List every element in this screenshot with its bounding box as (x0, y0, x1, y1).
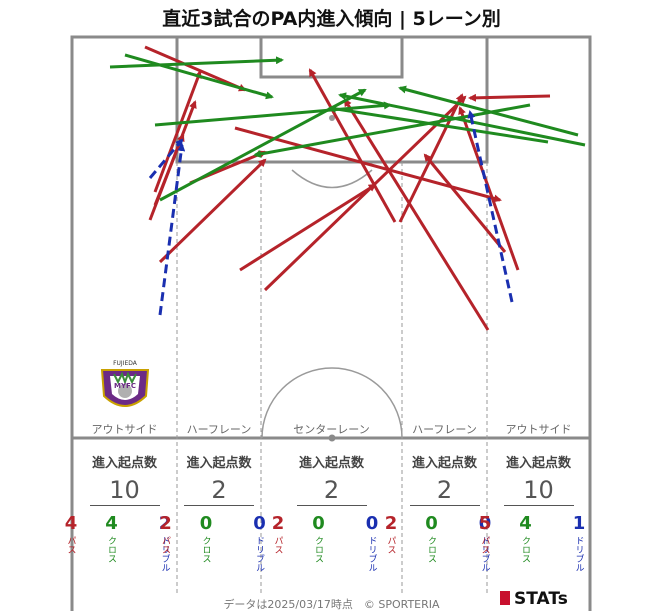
penalty-arc (291, 169, 373, 189)
pass-count: 5 (478, 513, 492, 534)
cross-arrow (328, 104, 549, 144)
lane-label-outside-right: アウトサイド (505, 423, 572, 436)
pass-arrow (263, 95, 467, 292)
penalty-spot (329, 115, 335, 121)
club-crest-icon: FUJIEDA MYFC (100, 360, 150, 407)
pass-arrow (153, 70, 202, 193)
stat-header: 進入起点数 (505, 456, 571, 471)
cross-arrow (124, 53, 274, 100)
cross-arrow (253, 103, 531, 158)
lane-stats-halfspace-left: 進入起点数 2 2 パス 0 クロス 0 ドリブル (159, 452, 266, 572)
page-title: 直近3試合のPA内進入傾向 | 5レーン別 (162, 8, 501, 30)
cross-label: クロス (200, 536, 211, 563)
lane-stats-outside-left: 進入起点数 10 4 パス 4 クロス 2 ドリブル (65, 452, 177, 572)
cross-count: 0 (199, 513, 213, 534)
lane-stats-center: 進入起点数 2 2 パス 0 クロス 0 ドリブル (261, 452, 402, 572)
data-date-footer: データは2025/03/17時点 © SPORTERIA (223, 598, 440, 611)
stat-total: 10 (523, 476, 554, 504)
pass-arrow (343, 98, 490, 331)
cross-label: クロス (106, 536, 116, 563)
pass-arrow (144, 45, 247, 92)
dribble-label: ドリブル (159, 536, 170, 572)
cross-arrow (398, 85, 579, 137)
dribble-arrow (148, 138, 184, 179)
brand-text: STATs (514, 589, 568, 609)
lane-label-halfspace-left: ハーフレーン (186, 423, 252, 436)
pass-label: パス (272, 536, 283, 554)
pass-arrow (308, 68, 397, 223)
stat-header: 進入起点数 (298, 456, 364, 471)
dribble-count: 1 (572, 513, 586, 534)
dribble-count: 0 (478, 513, 492, 534)
cross-label: クロス (426, 536, 436, 563)
pass-count: 2 (271, 513, 285, 534)
dribble-arrow (467, 110, 514, 303)
dribble-label: ドリブル (573, 536, 584, 572)
stats-brand-logo: STATs (500, 589, 568, 609)
cross-count: 0 (312, 513, 325, 534)
pass-arrows (144, 45, 551, 331)
dribble-label: ドリブル (479, 536, 490, 572)
lane-label-center: センターレーン (293, 423, 370, 436)
cross-arrow (159, 88, 367, 202)
pass-label: パス (385, 536, 396, 554)
stat-header: 進入起点数 (91, 456, 157, 471)
dribble-label: ドリブル (366, 536, 377, 572)
pass-arrow (458, 106, 520, 271)
pass-label: パス (65, 536, 76, 554)
cross-label: クロス (520, 536, 530, 563)
lane-label-halfspace-right: ハーフレーン (412, 423, 477, 436)
dribble-label: ドリブル (254, 536, 264, 572)
pass-count: 4 (64, 513, 78, 534)
stat-total: 2 (323, 476, 340, 504)
lane-stats-halfspace-right: 進入起点数 2 2 パス 0 クロス 0 ドリブル (385, 452, 492, 572)
pass-arrow (239, 183, 377, 272)
pass-count: 2 (384, 513, 398, 534)
stat-header: 進入起点数 (186, 456, 252, 471)
pass-count: 2 (159, 513, 172, 534)
pass-arrow (158, 158, 267, 264)
cross-label: クロス (313, 536, 323, 563)
dribble-count: 0 (253, 513, 266, 534)
pass-arrow (234, 126, 502, 203)
pass-label: パス (160, 536, 170, 554)
center-spot (328, 434, 336, 442)
pass-label: パス (479, 536, 490, 554)
dribble-count: 0 (365, 513, 379, 534)
stat-total: 2 (211, 476, 227, 504)
cross-arrow (338, 92, 586, 147)
pass-arrow (423, 153, 507, 253)
stat-total: 2 (436, 476, 453, 504)
goal-area (259, 35, 404, 79)
cross-count: 4 (519, 513, 532, 534)
cross-count: 4 (105, 513, 118, 534)
cross-arrows (109, 53, 586, 202)
lane-dividers (176, 162, 488, 595)
cross-count: 0 (425, 513, 438, 534)
cross-arrow (154, 101, 392, 127)
crest-top-text: FUJIEDA (113, 360, 138, 367)
cross-arrow (109, 56, 284, 69)
crest-mid-text: MYFC (114, 382, 136, 390)
center-circle (261, 367, 403, 439)
dribble-count: 2 (158, 513, 172, 534)
stat-header: 進入起点数 (411, 456, 477, 471)
dribble-arrows (148, 110, 514, 316)
lane-label-outside-left: アウトサイド (91, 423, 158, 436)
brand-mark-icon (500, 591, 510, 605)
lane-stats-outside-right: 進入起点数 10 5 パス 4 クロス 1 ドリブル (479, 452, 590, 572)
pass-arrow (468, 93, 551, 102)
dribble-arrow (158, 143, 186, 316)
stat-total: 10 (109, 476, 140, 504)
